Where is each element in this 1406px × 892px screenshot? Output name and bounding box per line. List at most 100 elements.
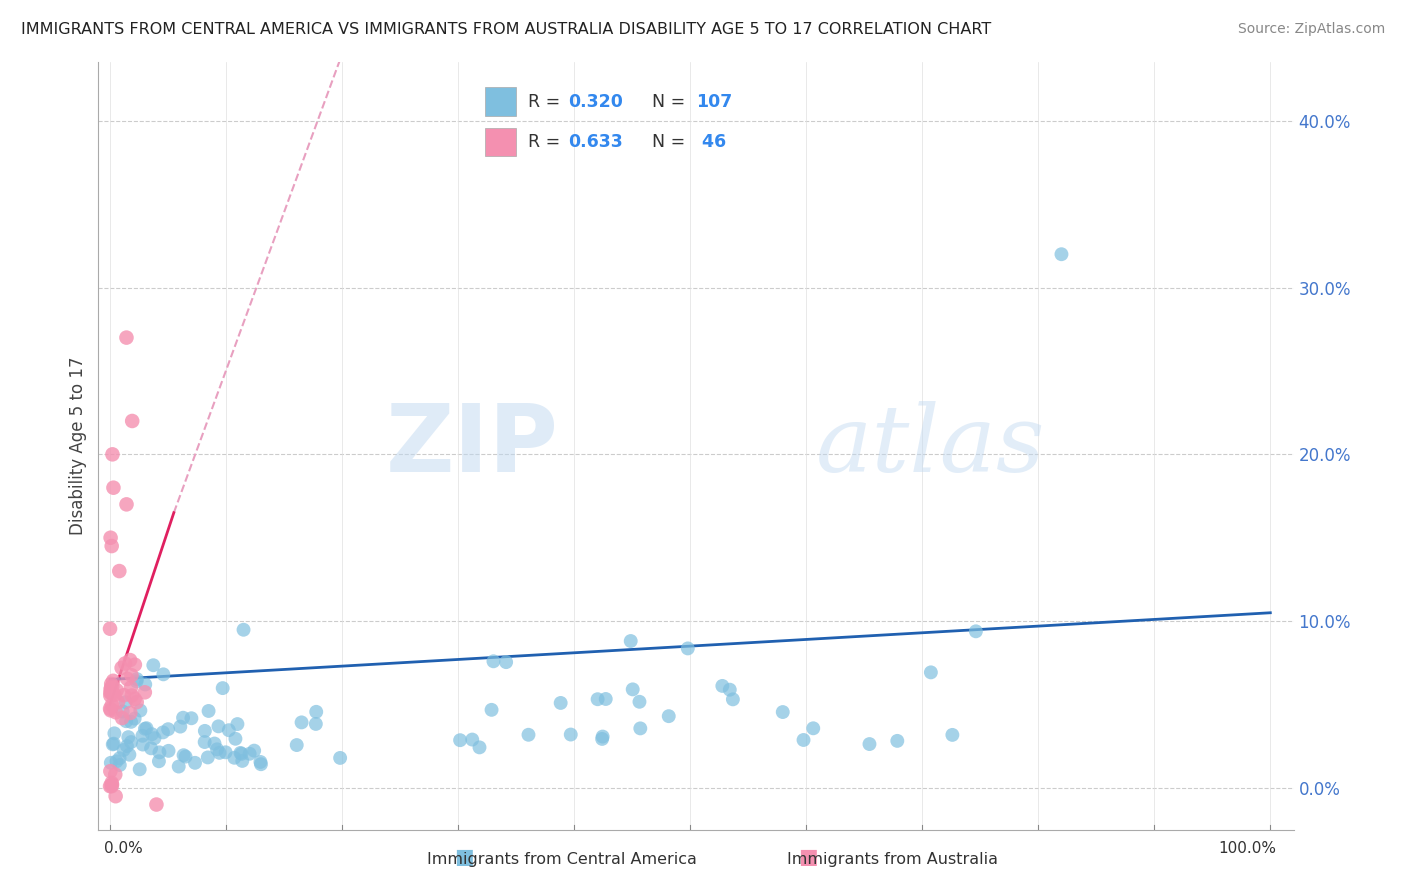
- Point: [197, 704, 219, 718]
- Point: [207, 719, 229, 733]
- Point: [139, 741, 162, 756]
- Point: [100, 531, 122, 545]
- Point: [145, 797, 167, 812]
- Point: [101, 778, 124, 792]
- Point: [232, 623, 254, 637]
- Point: [205, 742, 228, 756]
- Point: [112, 743, 135, 757]
- Point: [329, 751, 352, 765]
- Point: [468, 740, 491, 755]
- Point: [628, 722, 651, 736]
- Point: [100, 685, 122, 699]
- Point: [98, 689, 121, 703]
- Point: [98, 622, 121, 636]
- Point: [100, 779, 122, 793]
- Point: [517, 728, 540, 742]
- Point: [224, 731, 246, 746]
- Point: [117, 730, 139, 744]
- Text: Source: ZipAtlas.com: Source: ZipAtlas.com: [1237, 22, 1385, 37]
- Point: [100, 756, 122, 770]
- Point: [621, 682, 644, 697]
- Point: [134, 677, 156, 691]
- Point: [98, 701, 121, 715]
- Point: [620, 634, 643, 648]
- Point: [249, 755, 271, 769]
- Point: [100, 677, 122, 691]
- Point: [114, 657, 136, 671]
- Point: [100, 776, 122, 790]
- Point: [103, 726, 125, 740]
- Point: [560, 727, 582, 741]
- Point: [180, 711, 202, 725]
- Point: [101, 447, 124, 461]
- Point: [169, 720, 191, 734]
- Point: [103, 481, 125, 495]
- Point: [120, 735, 142, 749]
- Point: [229, 746, 252, 760]
- Point: [658, 709, 681, 723]
- Point: [208, 746, 231, 760]
- Point: [194, 723, 217, 738]
- Point: [104, 789, 127, 804]
- Point: [142, 658, 165, 673]
- Point: [167, 759, 190, 773]
- Point: [792, 733, 814, 747]
- Point: [157, 744, 180, 758]
- Text: ■: ■: [454, 847, 474, 867]
- Point: [157, 722, 180, 736]
- Point: [115, 330, 138, 344]
- Point: [965, 624, 987, 639]
- Text: 100.0%: 100.0%: [1218, 841, 1277, 856]
- Point: [125, 695, 148, 709]
- Point: [125, 672, 148, 686]
- Point: [111, 711, 134, 725]
- Point: [131, 729, 153, 743]
- Point: [290, 715, 312, 730]
- Point: [285, 738, 308, 752]
- Point: [135, 721, 157, 735]
- Point: [243, 744, 266, 758]
- Point: [117, 672, 139, 686]
- Point: [231, 747, 253, 761]
- Text: IMMIGRANTS FROM CENTRAL AMERICA VS IMMIGRANTS FROM AUSTRALIA DISABILITY AGE 5 TO: IMMIGRANTS FROM CENTRAL AMERICA VS IMMIG…: [21, 22, 991, 37]
- Point: [132, 738, 155, 752]
- Point: [194, 735, 217, 749]
- Point: [143, 731, 166, 746]
- Point: [184, 756, 207, 770]
- Point: [101, 680, 124, 694]
- Point: [721, 692, 744, 706]
- Point: [100, 685, 122, 699]
- Point: [858, 737, 880, 751]
- Point: [114, 695, 136, 709]
- Point: [134, 685, 156, 699]
- Point: [100, 682, 122, 697]
- Point: [148, 754, 170, 768]
- Point: [148, 745, 170, 759]
- Point: [250, 757, 273, 772]
- Point: [211, 681, 233, 695]
- Point: [112, 688, 135, 702]
- Point: [121, 668, 143, 682]
- Point: [224, 751, 246, 765]
- Point: [204, 737, 226, 751]
- Point: [101, 698, 124, 712]
- Point: [174, 749, 197, 764]
- Point: [718, 682, 741, 697]
- Point: [1050, 247, 1073, 261]
- Point: [772, 705, 794, 719]
- Point: [129, 704, 152, 718]
- Point: [100, 681, 122, 695]
- Point: [105, 754, 128, 768]
- Point: [141, 727, 163, 741]
- Point: [495, 655, 517, 669]
- Point: [482, 654, 505, 668]
- Point: [108, 751, 131, 765]
- Text: atlas: atlas: [815, 401, 1045, 491]
- Point: [886, 734, 908, 748]
- Point: [218, 723, 240, 738]
- Point: [801, 721, 824, 735]
- Text: 0.0%: 0.0%: [104, 841, 143, 856]
- Point: [103, 688, 125, 702]
- Point: [920, 665, 942, 680]
- Point: [98, 779, 121, 793]
